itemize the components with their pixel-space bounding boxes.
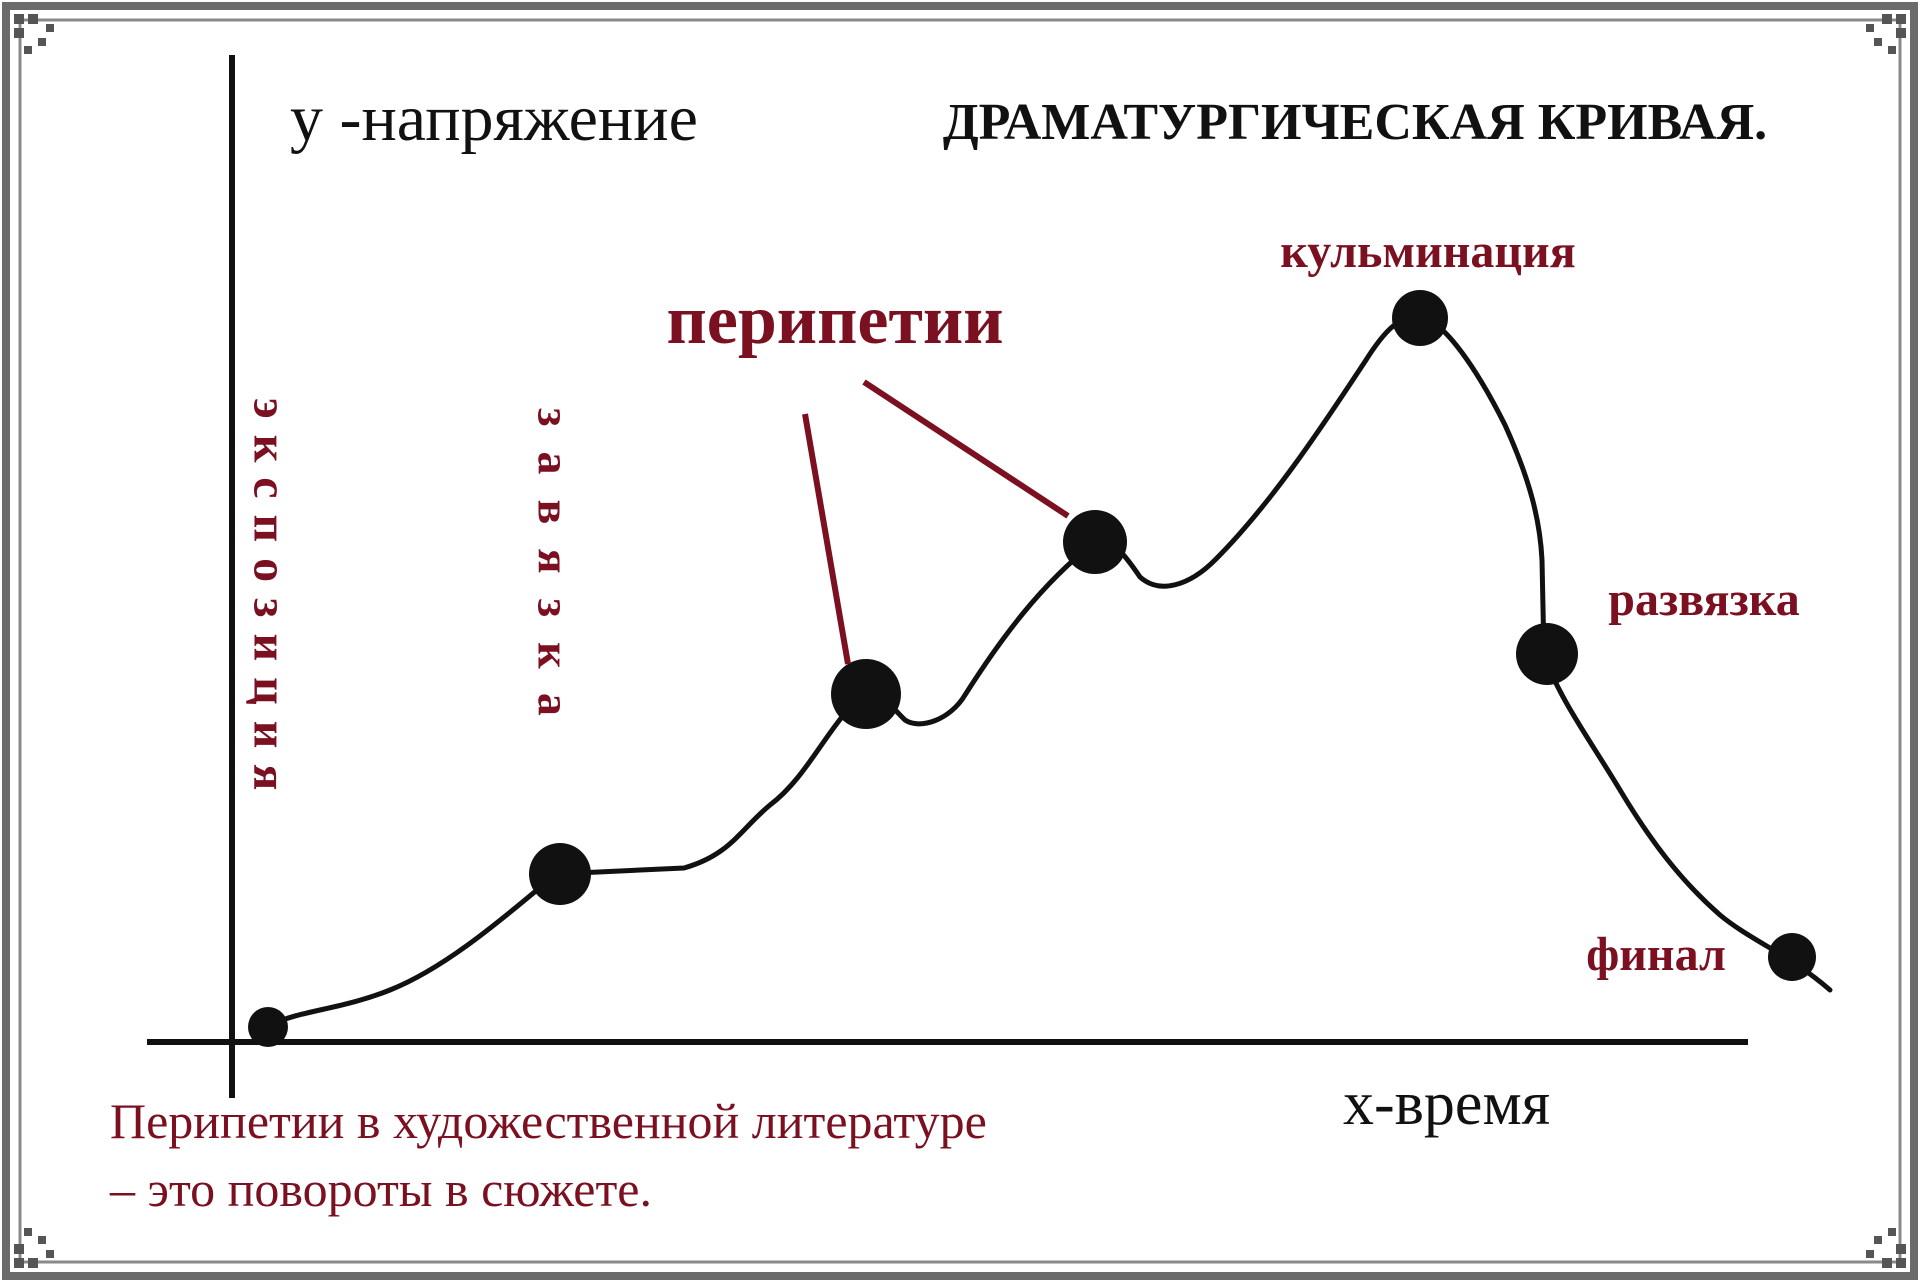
label-exposition: экспозиция — [244, 398, 297, 806]
x-axis-label: х-время — [1343, 1070, 1550, 1138]
peripeteia-pointer-1 — [802, 413, 851, 665]
point-finale — [1768, 933, 1816, 981]
point-peripeteia-1 — [831, 659, 901, 729]
dramatic-curve — [265, 314, 1833, 1029]
corner-ornament-bottom-left — [14, 1228, 54, 1268]
diagram-title: ДРАМАТУРГИЧЕСКАЯ КРИВАЯ. — [943, 94, 1767, 151]
caption-line-1: Перипетии в художественной литературе — [110, 1093, 987, 1149]
label-climax: кульминация — [1280, 225, 1575, 278]
point-denouement — [1516, 623, 1578, 685]
label-finale: финал — [1586, 928, 1726, 981]
point-peripeteia-2 — [1063, 510, 1127, 574]
label-denouement: развязка — [1608, 573, 1799, 626]
corner-ornament-top-left — [14, 14, 54, 54]
corner-ornament-bottom-right — [1866, 1228, 1906, 1268]
y-axis-label: у -напряжение — [290, 82, 698, 155]
label-inciting: завязка — [529, 408, 580, 741]
label-peripeteia: перипетии — [666, 282, 1003, 359]
caption-line-2: – это повороты в сюжете. — [109, 1161, 652, 1217]
point-inciting — [529, 843, 591, 905]
point-exposition — [248, 1007, 288, 1047]
corner-ornament-top-right — [1866, 14, 1906, 54]
peripeteia-pointer-2 — [862, 379, 1070, 519]
point-climax — [1392, 290, 1448, 346]
